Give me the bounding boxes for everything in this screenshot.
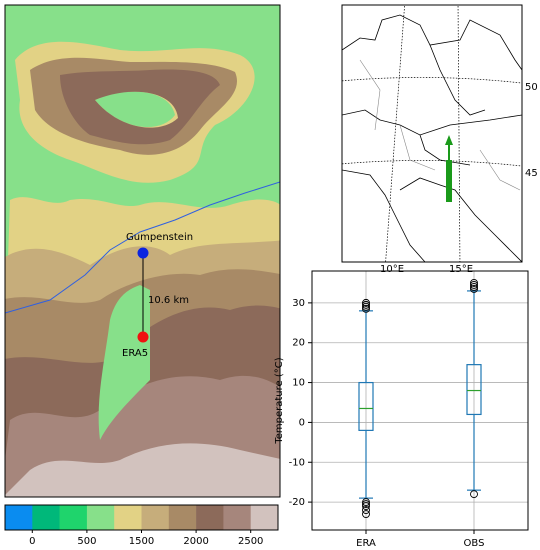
outlier: [362, 298, 370, 307]
y-axis-label: Temperature (°C): [274, 357, 285, 444]
outlier: [362, 506, 370, 515]
grid-marker: [137, 331, 149, 343]
colorbar-swatch: [86, 505, 115, 530]
box: [466, 364, 482, 416]
outlier: [362, 500, 370, 509]
colorbar-swatch: [250, 505, 279, 530]
outlier: [362, 302, 370, 311]
grid-label: ERA5: [122, 348, 148, 359]
outlier: [470, 490, 478, 499]
y-tick-label: 20: [292, 338, 305, 349]
y-tick-label: 0: [299, 417, 305, 428]
colorbar: 0 500 1500 2000 2500: [4, 504, 279, 547]
station-label: Gumpenstein: [126, 232, 193, 243]
outlier: [470, 279, 478, 287]
outlier: [470, 282, 478, 291]
colorbar-swatch: [32, 505, 60, 530]
y-tick-label: 10: [292, 378, 305, 389]
map-frame: [4, 4, 281, 498]
box: [358, 381, 374, 431]
boxplot: -20 -10 0 10 20 30 Temperature (°C) ERA OBS: [274, 270, 529, 549]
colorbar-swatch: [114, 505, 142, 530]
lat-label: 45: [525, 168, 538, 179]
lon-label: 10°E: [380, 264, 404, 275]
outlier: [362, 510, 370, 519]
plot-frame: [311, 270, 529, 531]
colorbar-swatch: [5, 505, 33, 530]
y-tick-label: -10: [289, 457, 305, 468]
colorbar-tick-label: 2000: [183, 536, 208, 547]
colorbar-swatch: [196, 505, 224, 530]
colorbar-swatch: [141, 505, 170, 530]
outlier: [362, 300, 370, 309]
x-tick-label: ERA: [356, 538, 376, 549]
outlier: [362, 498, 370, 507]
colorbar-swatch: [223, 505, 251, 530]
colorbar-tick-label: 500: [77, 536, 96, 547]
lat-label: 50: [525, 82, 538, 93]
lon-label: 15°E: [449, 264, 473, 275]
station-marker: [137, 247, 149, 259]
outlier: [362, 304, 370, 313]
terrain-map: [5, 5, 280, 497]
colorbar-tick-label: 0: [29, 536, 35, 547]
colorbar-swatch: [59, 505, 88, 530]
outlier: [470, 284, 478, 293]
outlier: [362, 502, 370, 511]
outlier: [470, 280, 478, 289]
colorbar-swatch: [168, 505, 197, 530]
x-tick-label: OBS: [464, 538, 485, 549]
colorbar-tick-label: 1500: [129, 536, 154, 547]
locator-frame: [341, 4, 523, 263]
distance-label: 10.6 km: [148, 295, 189, 306]
y-tick-label: 30: [292, 298, 305, 309]
y-tick-label: -20: [289, 497, 305, 508]
locator-map: [342, 5, 522, 262]
colorbar-tick-label: 2500: [238, 536, 263, 547]
